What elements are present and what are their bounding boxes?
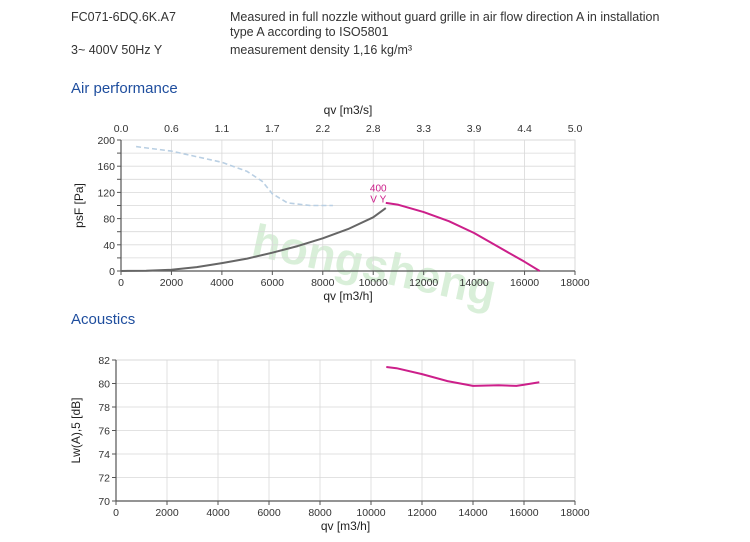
x-tick-label: 2000	[160, 277, 184, 289]
x-tick-label: 18000	[560, 277, 589, 289]
x2-tick-label: 0.6	[164, 123, 179, 135]
x2-tick-label: 1.7	[265, 123, 280, 135]
x2-tick-label: 4.4	[517, 123, 532, 135]
y-tick-label: 40	[103, 240, 115, 252]
x-tick-label: 2000	[155, 507, 179, 519]
connection-annotation: V Y	[370, 195, 386, 206]
x-tick-label: 14000	[460, 277, 489, 289]
description-line2: type A according to ISO5801	[230, 25, 389, 39]
y-tick-label: 160	[97, 161, 115, 173]
x-axis-label: qv [m3/h]	[321, 519, 370, 533]
limit-curve	[135, 145, 333, 207]
y-tick-label: 200	[97, 135, 115, 147]
y-tick-label: 72	[98, 473, 110, 485]
x-tick-label: 6000	[261, 277, 285, 289]
x2-tick-label: 2.8	[366, 123, 381, 135]
x2-tick-label: 2.2	[315, 123, 330, 135]
x2-tick-label: 0.0	[114, 123, 129, 135]
watermark: hongsheng	[248, 214, 501, 316]
air-performance-title: Air performance	[71, 80, 178, 97]
x2-tick-label: 3.9	[467, 123, 482, 135]
y-tick-label: 74	[98, 449, 110, 461]
y-tick-label: 82	[98, 355, 110, 367]
y-tick-label: 78	[98, 402, 110, 414]
speed-annotation: 400	[370, 184, 387, 195]
operating-curve	[385, 201, 541, 272]
supply-label: 3~ 400V 50Hz Y	[71, 43, 163, 57]
x-tick-label: 8000	[311, 277, 335, 289]
operating-curve	[386, 366, 540, 387]
system-curve	[120, 207, 387, 272]
y-tick-label: 80	[103, 214, 115, 226]
y-tick-label: 120	[97, 187, 115, 199]
x-tick-label: 6000	[257, 507, 281, 519]
x-tick-label: 4000	[210, 277, 234, 289]
description-line1: Measured in full nozzle without guard gr…	[230, 10, 660, 24]
y-axis-label: Lw(A),5 [dB]	[69, 397, 83, 463]
x-tick-label: 0	[118, 277, 124, 289]
x2-axis-label: qv [m3/s]	[324, 103, 373, 117]
x-axis-label: qv [m3/h]	[323, 289, 372, 303]
x-tick-label: 18000	[560, 507, 589, 519]
acoustics-title: Acoustics	[71, 311, 136, 328]
y-tick-label: 80	[98, 379, 110, 391]
x-tick-label: 16000	[510, 277, 539, 289]
air-performance-chart: 0 2000 4000 6000 8000 10000 12000 14000 16000 180…	[72, 103, 590, 303]
model-label: FC071-6DQ.6K.A7	[71, 10, 176, 24]
x-tick-label: 10000	[356, 507, 385, 519]
x2-tick-label: 3.3	[416, 123, 431, 135]
x-tick-label: 12000	[409, 277, 438, 289]
x-tick-label: 8000	[308, 507, 332, 519]
y-tick-label: 76	[98, 426, 110, 438]
x-tick-label: 4000	[206, 507, 230, 519]
x2-tick-label: 1.1	[215, 123, 230, 135]
x-tick-label: 16000	[509, 507, 538, 519]
x-tick-label: 0	[113, 507, 119, 519]
y-tick-label: 70	[98, 496, 110, 508]
y-tick-label: 0	[109, 266, 115, 278]
density-label: measurement density 1,16 kg/m³	[230, 43, 413, 57]
y-axis-label: psF [Pa]	[72, 183, 86, 228]
x2-tick-label: 5.0	[568, 123, 583, 135]
x-tick-label: 12000	[407, 507, 436, 519]
x-tick-label: 10000	[359, 277, 388, 289]
x-tick-label: 14000	[458, 507, 487, 519]
acoustics-chart: 0 2000 4000 6000 8000 10000 12000 14000 16000 180…	[69, 355, 590, 533]
